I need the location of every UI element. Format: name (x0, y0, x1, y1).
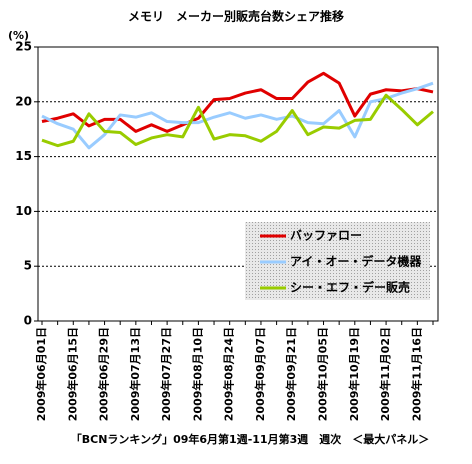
y-tick-label: 10 (15, 204, 32, 218)
footer: 「BCNランキング」09年6月第1週-11月第3週 週次 ＜最大パネル＞ (71, 432, 429, 446)
x-tick-label: 2009年09月07日 (253, 327, 267, 421)
x-tick-label: 2009年11月02日 (378, 327, 392, 421)
x-tick-label: 2009年08月10日 (190, 327, 204, 421)
legend-label: バッファロー (290, 229, 362, 243)
y-tick-label: 25 (15, 40, 32, 54)
x-tick-label: 2009年07月27日 (159, 327, 173, 421)
series-line (41, 71, 434, 133)
y-tick-label: 20 (15, 94, 32, 108)
x-tick-label: 2009年10月05日 (316, 327, 330, 421)
y-tick-label: 5 (24, 259, 32, 273)
x-tick-label: 2009年09月21日 (284, 327, 298, 421)
y-tick-label: 0 (24, 314, 32, 328)
x-tick-label: 2009年10月19日 (347, 327, 361, 421)
y-tick-label: 15 (15, 149, 32, 163)
x-tick-label: 2009年07月13日 (128, 327, 142, 421)
plot-frame (37, 46, 439, 322)
x-tick-label: 2009年08月24日 (222, 327, 236, 421)
y-axis-label: (%) (8, 29, 29, 42)
x-tick-label: 2009年06月29日 (97, 327, 111, 421)
legend-label: アイ・オー・データ機器 (290, 254, 422, 269)
legend-label: シー・エフ・デー販売 (290, 280, 410, 295)
series-line (41, 93, 434, 148)
chart-title: メモリ メーカー別販売台数シェア推移 (128, 9, 344, 24)
x-tick-label: 2009年11月16日 (409, 327, 423, 421)
x-tick-label: 2009年06月01日 (34, 327, 48, 421)
x-tick-label: 2009年06月15日 (65, 327, 79, 421)
